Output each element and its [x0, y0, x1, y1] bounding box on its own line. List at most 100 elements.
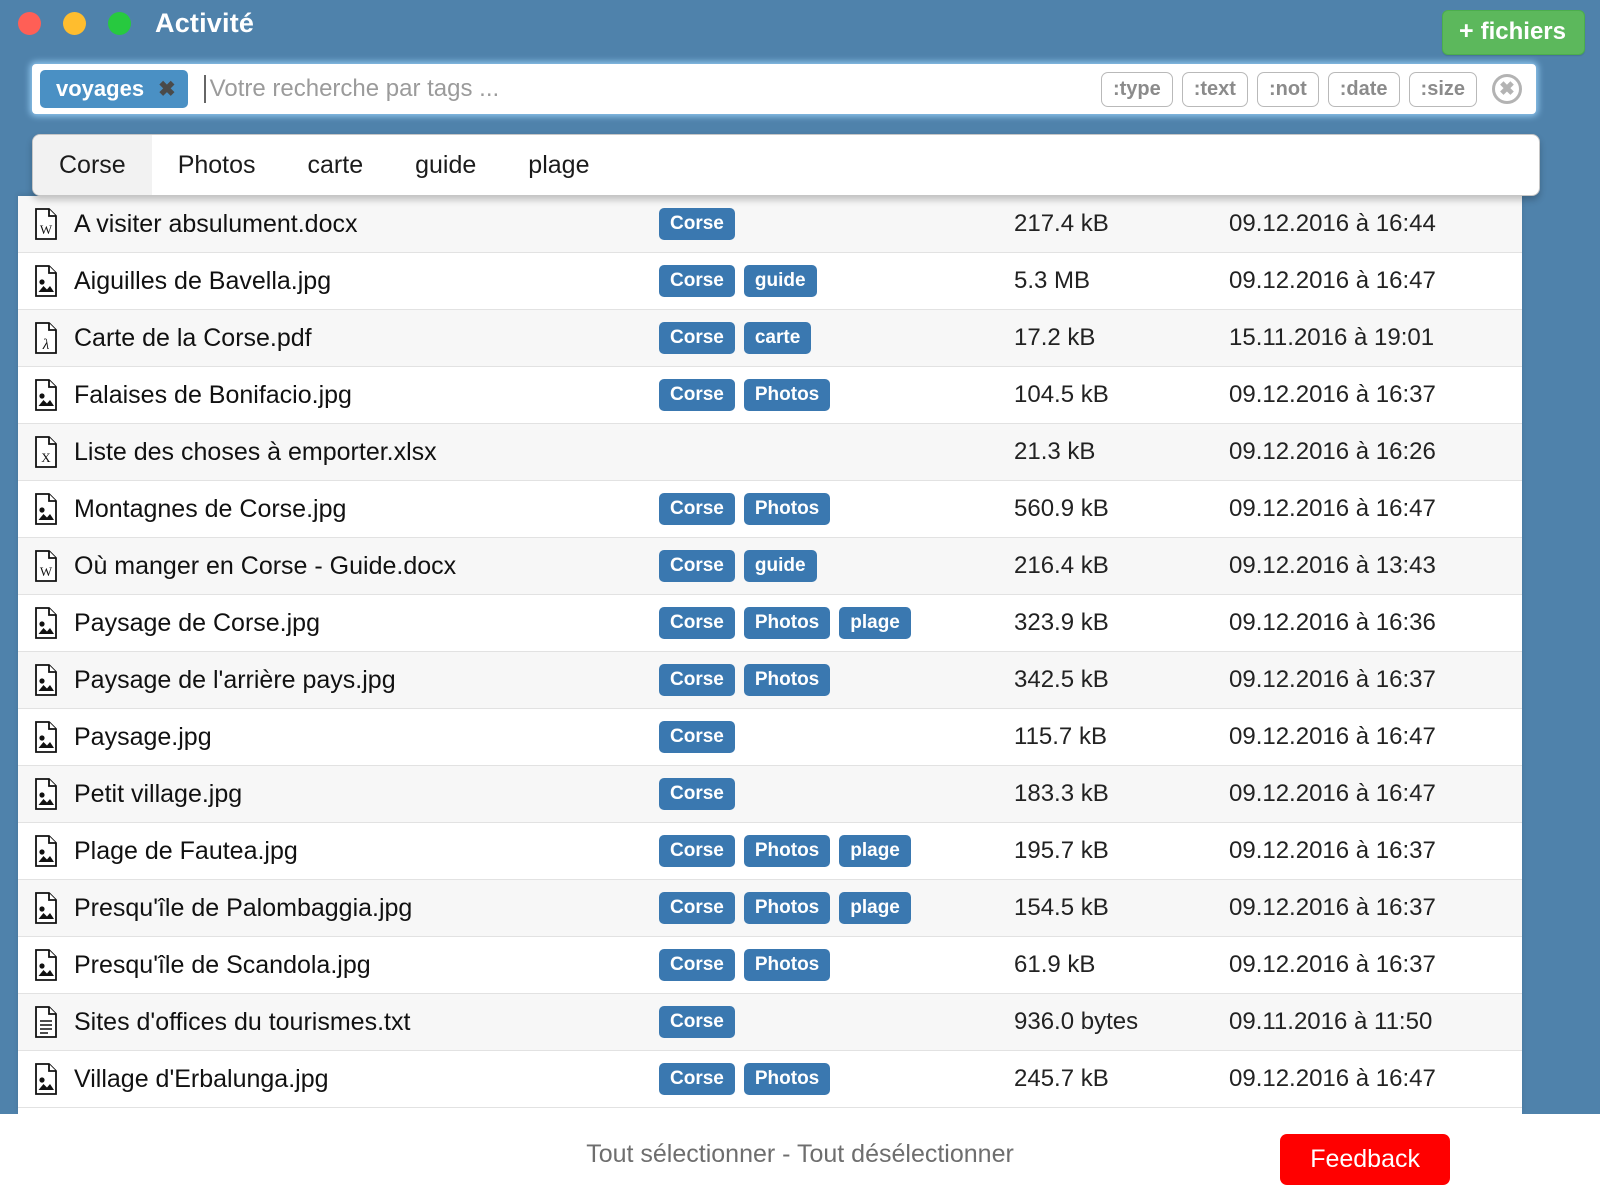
- file-list: W A visiter absulument.docx Corse 217.4 kB 0…: [18, 196, 1522, 1114]
- tag-badge[interactable]: Photos: [743, 892, 831, 924]
- tag-badge[interactable]: Photos: [743, 607, 831, 639]
- table-row[interactable]: Plage de Fautea.jpg Corse Photos plage 195.7…: [18, 823, 1522, 880]
- file-date: 09.12.2016 à 16:47: [1229, 495, 1436, 522]
- table-row[interactable]: Petit village.jpg Corse 183.3 kB 09.12.2016…: [18, 766, 1522, 823]
- filter-size-button[interactable]: :size: [1408, 71, 1477, 107]
- active-tag-chip[interactable]: voyages ✖: [40, 70, 188, 108]
- tag-badge[interactable]: Corse: [659, 550, 735, 582]
- tag-badge[interactable]: guide: [743, 550, 817, 582]
- file-date: 09.12.2016 à 16:47: [1229, 1065, 1436, 1092]
- file-name: Plage de Fautea.jpg: [74, 836, 298, 865]
- minimize-window-icon[interactable]: [63, 12, 86, 35]
- add-files-button[interactable]: + fichiers: [1442, 10, 1585, 55]
- file-size: 104.5 kB: [1014, 381, 1109, 408]
- tag-badge[interactable]: Corse: [659, 265, 735, 297]
- tag-badge[interactable]: guide: [743, 265, 817, 297]
- file-date: 09.12.2016 à 16:37: [1229, 894, 1436, 921]
- tag-badge[interactable]: Corse: [659, 607, 735, 639]
- table-row[interactable]: Presqu'île de Scandola.jpg Corse Photos 61.…: [18, 937, 1522, 994]
- table-row[interactable]: Presqu'île de Palombaggia.jpg Corse Photos…: [18, 880, 1522, 937]
- file-name: Montagnes de Corse.jpg: [74, 494, 347, 523]
- word-file-icon: W: [18, 550, 74, 582]
- image-file-icon: [18, 607, 74, 639]
- tag-badge[interactable]: Corse: [659, 208, 735, 240]
- tag-badge[interactable]: Photos: [743, 493, 831, 525]
- tag-badge[interactable]: Corse: [659, 493, 735, 525]
- text-file-icon: [18, 1006, 74, 1038]
- filter-date-button[interactable]: :date: [1327, 71, 1400, 107]
- search-input[interactable]: Votre recherche par tags ...: [209, 75, 500, 102]
- tag-suggestion-carte[interactable]: carte: [282, 135, 390, 195]
- file-date: 09.12.2016 à 16:37: [1229, 666, 1436, 693]
- search-bar[interactable]: voyages ✖ Votre recherche par tags ... :…: [32, 64, 1536, 114]
- table-row[interactable]: W A visiter absulument.docx Corse 217.4 kB 0…: [18, 196, 1522, 253]
- tag-badge[interactable]: Corse: [659, 949, 735, 981]
- tag-badge[interactable]: Photos: [743, 1063, 831, 1095]
- file-tags: Corse Photos plage: [659, 607, 1014, 639]
- tag-suggestion-corse[interactable]: Corse: [33, 135, 152, 195]
- table-row[interactable]: Paysage.jpg Corse 115.7 kB 09.12.2016 à 16:…: [18, 709, 1522, 766]
- tag-badge[interactable]: Corse: [659, 721, 735, 753]
- tag-badge[interactable]: carte: [743, 322, 812, 354]
- tag-suggestion-label: Corse: [59, 150, 126, 179]
- file-tags: Corse Photos: [659, 664, 1014, 696]
- tag-suggestion-photos[interactable]: Photos: [152, 135, 282, 195]
- file-name: Paysage de Corse.jpg: [74, 608, 320, 637]
- tag-badge[interactable]: Corse: [659, 778, 735, 810]
- table-row[interactable]: Montagnes de Corse.jpg Corse Photos 560.9 k…: [18, 481, 1522, 538]
- select-all-link[interactable]: Tout sélectionner: [586, 1140, 776, 1168]
- file-name: Où manger en Corse - Guide.docx: [74, 551, 457, 580]
- file-size: 115.7 kB: [1014, 723, 1107, 750]
- file-name: A visiter absulument.docx: [74, 209, 358, 238]
- table-row[interactable]: Village d'Erbalunga.jpg Corse Photos 245.7 …: [18, 1051, 1522, 1108]
- file-name: Petit village.jpg: [74, 779, 243, 808]
- tag-badge[interactable]: Photos: [743, 949, 831, 981]
- table-row[interactable]: Falaises de Bonifacio.jpg Corse Photos 104.…: [18, 367, 1522, 424]
- table-row[interactable]: Paysage de l'arrière pays.jpg Corse Photos…: [18, 652, 1522, 709]
- close-window-icon[interactable]: [18, 12, 41, 35]
- tag-badge[interactable]: plage: [839, 892, 911, 924]
- tag-badge[interactable]: Photos: [743, 664, 831, 696]
- tag-suggestion-plage[interactable]: plage: [502, 135, 615, 195]
- file-name: Sites d'offices du tourismes.txt: [74, 1007, 411, 1036]
- filter-type-button[interactable]: :type: [1100, 71, 1173, 107]
- excel-file-icon: X: [18, 436, 74, 468]
- file-size: 154.5 kB: [1014, 894, 1109, 921]
- maximize-window-icon[interactable]: [108, 12, 131, 35]
- tag-badge[interactable]: plage: [839, 835, 911, 867]
- tag-badge[interactable]: Corse: [659, 322, 735, 354]
- tag-badge[interactable]: Corse: [659, 892, 735, 924]
- file-tags: Corse carte: [659, 322, 1014, 354]
- feedback-button[interactable]: Feedback: [1280, 1134, 1450, 1185]
- table-row[interactable]: X Liste des choses à emporter.xlsx 21.3 kB…: [18, 424, 1522, 481]
- tag-badge[interactable]: Corse: [659, 664, 735, 696]
- selection-separator: -: [775, 1140, 797, 1168]
- table-row[interactable]: Sites d'offices du tourismes.txt Corse 936…: [18, 994, 1522, 1051]
- window-controls: [18, 12, 131, 35]
- tag-badge[interactable]: plage: [839, 607, 911, 639]
- filter-not-button[interactable]: :not: [1256, 71, 1319, 107]
- table-row[interactable]: W Où manger en Corse - Guide.docx Corse gui…: [18, 538, 1522, 595]
- page-title: Activité: [155, 8, 255, 38]
- tag-badge[interactable]: Corse: [659, 1063, 735, 1095]
- file-size: 5.3 MB: [1014, 267, 1091, 294]
- image-file-icon: [18, 835, 74, 867]
- tag-badge[interactable]: Corse: [659, 1006, 735, 1038]
- clear-search-icon[interactable]: ✖: [1492, 74, 1522, 104]
- selection-actions: Tout sélectionner - Tout désélectionner: [0, 1140, 1600, 1169]
- tag-badge[interactable]: Corse: [659, 835, 735, 867]
- file-size: 183.3 kB: [1014, 780, 1109, 807]
- tag-badge[interactable]: Photos: [743, 835, 831, 867]
- remove-tag-icon[interactable]: ✖: [158, 77, 176, 101]
- tag-badge[interactable]: Corse: [659, 379, 735, 411]
- image-file-icon: [18, 379, 74, 411]
- table-row[interactable]: λ Carte de la Corse.pdf Corse carte 17.2 kB 1…: [18, 310, 1522, 367]
- tag-suggestion-guide[interactable]: guide: [389, 135, 502, 195]
- table-row[interactable]: Paysage de Corse.jpg Corse Photos plage 323.…: [18, 595, 1522, 652]
- tag-badge[interactable]: Photos: [743, 379, 831, 411]
- table-row[interactable]: Aiguilles de Bavella.jpg Corse guide 5.3 MB…: [18, 253, 1522, 310]
- deselect-all-link[interactable]: Tout désélectionner: [796, 1140, 1014, 1168]
- file-name: Village d'Erbalunga.jpg: [74, 1064, 329, 1093]
- file-tags: Corse guide: [659, 265, 1014, 297]
- filter-text-button[interactable]: :text: [1181, 71, 1248, 107]
